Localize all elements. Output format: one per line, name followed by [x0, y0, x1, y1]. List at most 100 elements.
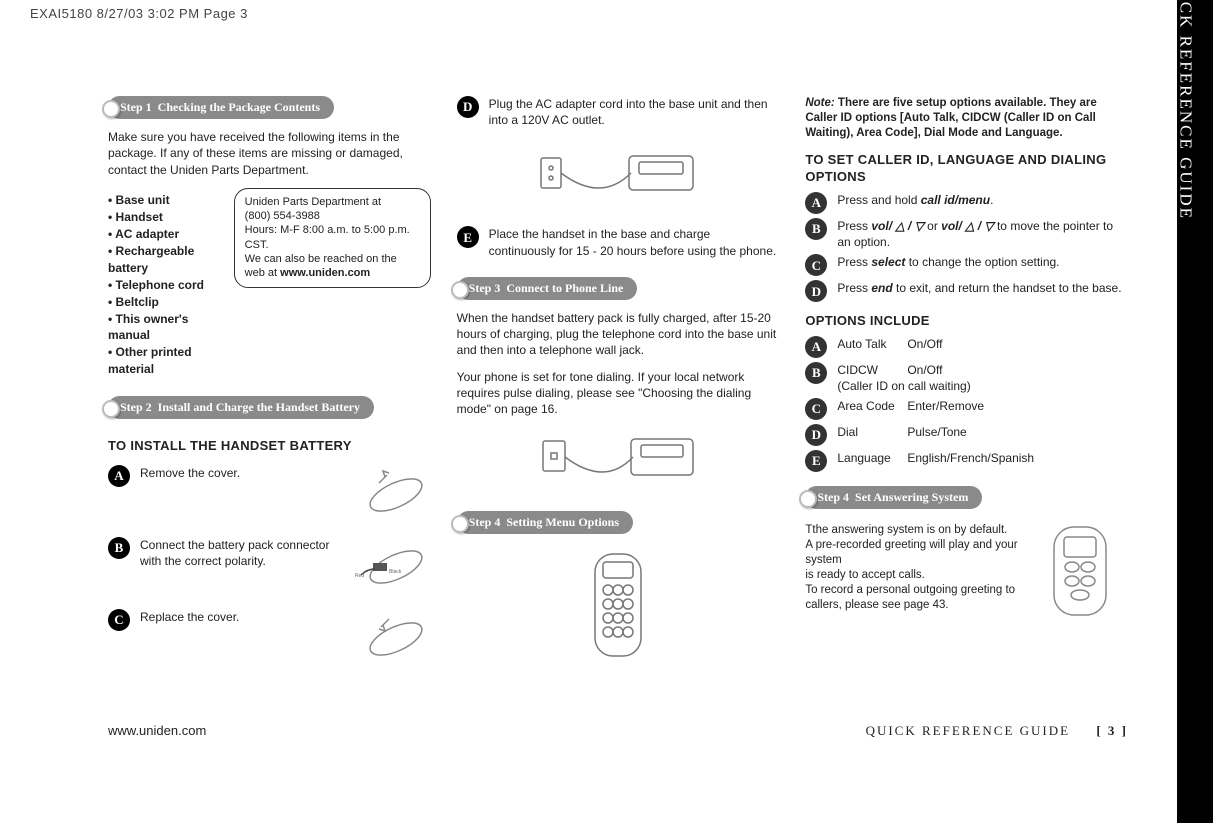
footer-page-number: [ 3 ]	[1096, 723, 1128, 738]
step-title: Install and Charge the Handset Battery	[158, 400, 360, 414]
content-columns: Step 1 Checking the Package Contents Mak…	[108, 96, 1128, 681]
t: Press	[837, 219, 871, 233]
step-2-pill: Step 2 Install and Charge the Handset Ba…	[108, 396, 374, 419]
footer: www.uniden.com QUICK REFERENCE GUIDE [ 3…	[108, 723, 1128, 739]
t: .	[990, 193, 993, 207]
option-val: English/French/Spanish	[907, 451, 1034, 465]
footer-url: www.uniden.com	[108, 723, 206, 739]
option-val: Pulse/Tone	[907, 425, 966, 439]
badge: A	[805, 336, 827, 358]
pkg-item: This owner's manual	[108, 311, 220, 343]
key-name: end	[871, 281, 892, 295]
step-title: Checking the Package Contents	[158, 100, 320, 114]
callout-url: www.uniden.com	[280, 267, 370, 279]
option-key: Dial	[837, 424, 907, 440]
step-d: D Plug the AC adapter cord into the base…	[457, 96, 780, 128]
key-name: vol/ △ / ▽	[941, 219, 993, 233]
badge-d: D	[457, 96, 479, 118]
option-text: Auto TalkOn/Off	[837, 336, 942, 352]
set-step-d: D Press end to exit, and return the hand…	[805, 280, 1128, 302]
step-text: Press end to exit, and return the handse…	[837, 280, 1121, 296]
t: Press	[837, 255, 871, 269]
badge-c: C	[805, 254, 827, 276]
badge: D	[805, 424, 827, 446]
svg-text:Red: Red	[355, 573, 364, 579]
badge-b: B	[805, 218, 827, 240]
install-step-a: A Remove the cover.	[108, 465, 431, 519]
step-text: Plug the AC adapter cord into the base u…	[489, 96, 780, 128]
option-key: Area Code	[837, 398, 907, 414]
column-2: D Plug the AC adapter cord into the base…	[457, 96, 780, 681]
install-heading: TO INSTALL THE HANDSET BATTERY	[108, 437, 431, 455]
option-row: B CIDCWOn/Off(Caller ID on call waiting)	[805, 362, 1128, 394]
step-text: Press vol/ △ / ▽ or vol/ △ / ▽ to move t…	[837, 218, 1128, 250]
side-tab: QUICK REFERENCE GUIDE	[1177, 0, 1213, 823]
option-val: Enter/Remove	[907, 399, 984, 413]
t: Press and hold	[837, 193, 920, 207]
pkg-item: Other printed material	[108, 344, 220, 376]
step-4b-pill: Step 4 Set Answering System	[805, 486, 982, 509]
badge: E	[805, 450, 827, 472]
option-val: On/Off	[907, 337, 942, 351]
pkg-item: Rechargeable battery	[108, 243, 220, 275]
footer-guide-label: QUICK REFERENCE GUIDE	[866, 723, 1071, 738]
key-name: vol/ △ / ▽	[871, 219, 923, 233]
phone-line-p1: When the handset battery pack is fully c…	[457, 310, 780, 359]
badge-b: B	[108, 537, 130, 559]
step-text: Press select to change the option settin…	[837, 254, 1059, 270]
crop-marks-header: EXAI5180 8/27/03 3:02 PM Page 3	[30, 6, 248, 21]
pkg-item: AC adapter	[108, 226, 220, 242]
pkg-intro: Make sure you have received the followin…	[108, 129, 431, 178]
option-text: Area CodeEnter/Remove	[837, 398, 984, 414]
badge-a: A	[108, 465, 130, 487]
set-options-heading: TO SET CALLER ID, LANGUAGE AND DIALING O…	[805, 151, 1128, 186]
spacer	[108, 378, 431, 396]
spacer	[805, 476, 1128, 486]
badge: C	[805, 398, 827, 420]
handset-screen-illustration	[1032, 523, 1128, 619]
option-key: Auto Talk	[837, 336, 907, 352]
handset-cover-illustration	[341, 465, 431, 519]
option-row: A Auto TalkOn/Off	[805, 336, 1128, 358]
step-title: Set Answering System	[855, 490, 968, 504]
page: EXAI5180 8/27/03 3:02 PM Page 3 QUICK RE…	[0, 0, 1213, 823]
install-step-b: B Connect the battery pack connector wit…	[108, 537, 431, 591]
step-e: E Place the handset in the base and char…	[457, 226, 780, 258]
pkg-item: Telephone cord	[108, 277, 220, 293]
step-num: Step 2	[120, 400, 152, 414]
options-heading: OPTIONS INCLUDE	[805, 312, 1128, 330]
badge-e: E	[457, 226, 479, 248]
step-text: Connect the battery pack connector with …	[140, 537, 331, 569]
badge-d: D	[805, 280, 827, 302]
step-num: Step 3	[469, 281, 501, 295]
t: to exit, and return the handset to the b…	[893, 281, 1122, 295]
option-text: LanguageEnglish/French/Spanish	[837, 450, 1034, 466]
step-text: Place the handset in the base and charge…	[489, 226, 780, 258]
t: Press	[837, 281, 871, 295]
note-label: Note:	[805, 97, 834, 109]
option-sub: (Caller ID on call waiting)	[837, 379, 970, 393]
phone-line-p2: Your phone is set for tone dialing. If y…	[457, 369, 780, 418]
badge-a: A	[805, 192, 827, 214]
key-name: select	[871, 255, 905, 269]
set-step-b: B Press vol/ △ / ▽ or vol/ △ / ▽ to move…	[805, 218, 1128, 250]
note-text: Note: There are five setup options avail…	[805, 96, 1128, 141]
option-key: CIDCW	[837, 362, 907, 378]
side-tab-label: QUICK REFERENCE GUIDE	[1175, 0, 1195, 220]
svg-text:Black: Black	[389, 569, 402, 575]
footer-right: QUICK REFERENCE GUIDE [ 3 ]	[866, 723, 1128, 739]
step-num: Step 4	[817, 490, 849, 504]
option-row: D DialPulse/Tone	[805, 424, 1128, 446]
pkg-row: Base unit Handset AC adapter Rechargeabl…	[108, 188, 431, 378]
battery-connector-illustration: Red Black	[341, 537, 431, 591]
t: to change the option setting.	[905, 255, 1059, 269]
option-text: CIDCWOn/Off(Caller ID on call waiting)	[837, 362, 970, 394]
answering-text: Tthe answering system is on by default. …	[805, 523, 1024, 619]
handset-keypad-illustration	[457, 550, 780, 660]
badge-c: C	[108, 609, 130, 631]
option-row: E LanguageEnglish/French/Spanish	[805, 450, 1128, 472]
column-3: Note: There are five setup options avail…	[805, 96, 1128, 681]
option-key: Language	[837, 450, 907, 466]
step-3-pill: Step 3 Connect to Phone Line	[457, 277, 638, 300]
step-title: Setting Menu Options	[506, 515, 619, 529]
